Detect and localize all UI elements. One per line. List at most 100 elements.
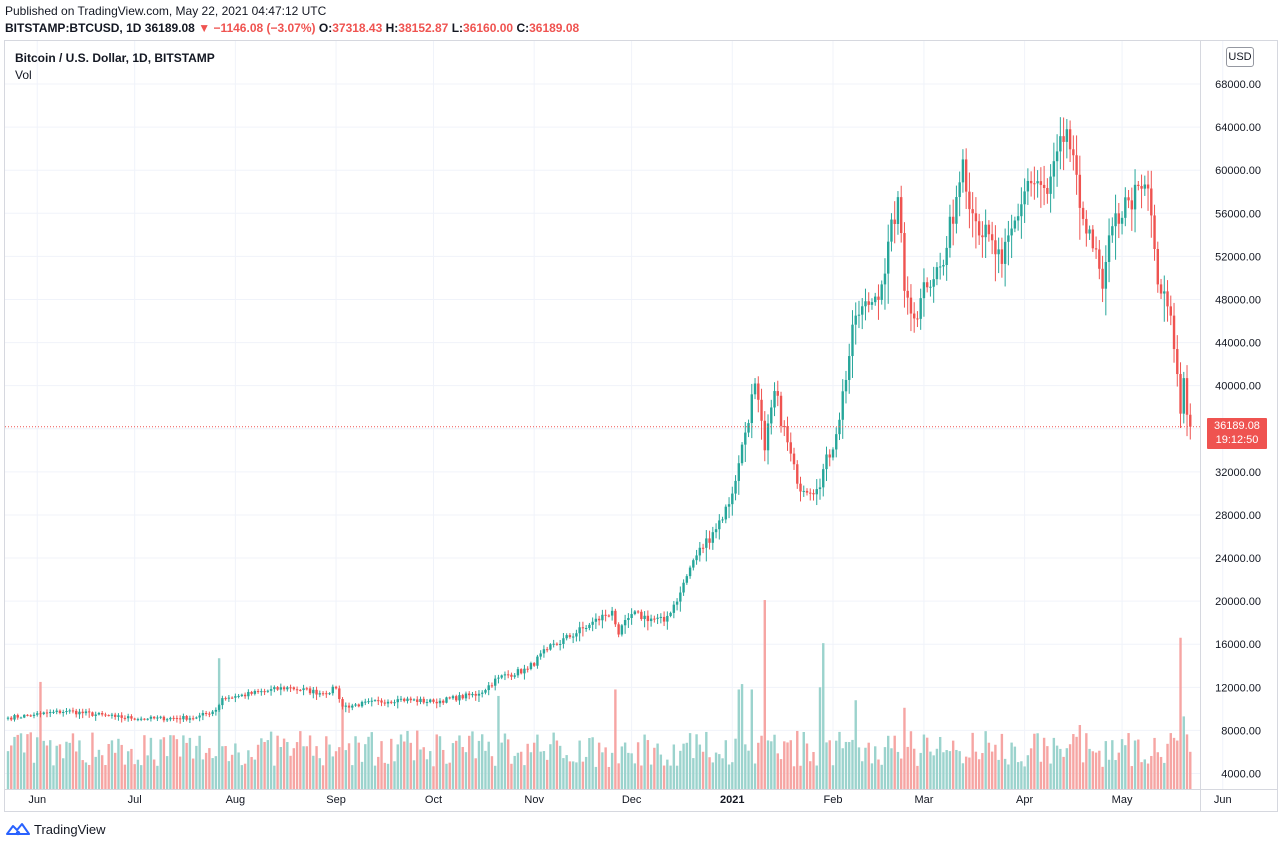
footer-brand-text: TradingView: [34, 821, 106, 837]
volume-bar: [1146, 763, 1150, 789]
volume-bar: [977, 759, 981, 789]
volume-bar: [1026, 755, 1030, 789]
volume-bar: [526, 743, 529, 789]
candle-body: [19, 717, 23, 719]
volume-bar: [783, 741, 786, 789]
volume-bar: [588, 738, 591, 789]
volume-bar: [490, 756, 494, 789]
y-tick-label: 64000.00: [1215, 122, 1261, 134]
volume-bar: [130, 748, 133, 789]
volume-bar: [604, 747, 607, 789]
y-tick-label: 16000.00: [1215, 639, 1261, 651]
volume-bar: [159, 739, 162, 789]
volume-bar: [929, 751, 932, 789]
volume-bar: [1150, 755, 1153, 789]
volume-bar: [126, 751, 130, 789]
candle-body: [308, 688, 312, 694]
candle-body: [354, 704, 357, 706]
candle-body: [523, 668, 526, 674]
volume-bar: [451, 743, 455, 789]
candle-body: [643, 615, 646, 620]
candle-body: [851, 324, 854, 357]
volume-bar: [1163, 762, 1166, 789]
volume-bar: [211, 758, 214, 789]
volume-bar: [152, 759, 156, 789]
candle-body: [276, 687, 279, 690]
volume-bar: [792, 766, 796, 789]
volume-bar: [139, 765, 143, 789]
volume-legend-label: Vol: [15, 68, 32, 82]
currency-button[interactable]: USD: [1226, 47, 1254, 67]
candle-body: [97, 713, 101, 715]
candle-body: [334, 686, 338, 689]
volume-bar: [1033, 733, 1036, 789]
candle-body: [1075, 155, 1078, 175]
candle-body: [13, 715, 16, 720]
candle-body: [588, 624, 591, 629]
chart-frame[interactable]: [4, 40, 1278, 812]
volume-bar: [367, 736, 370, 789]
candle-body: [532, 663, 536, 666]
candle-body: [1094, 248, 1098, 250]
volume-bar: [870, 763, 874, 789]
candle-body: [867, 301, 870, 305]
candle-body: [545, 649, 549, 651]
volume-bar: [84, 762, 88, 789]
candle-body: [1104, 261, 1108, 289]
volume-bar: [149, 737, 153, 789]
candle-body: [1059, 136, 1062, 152]
candle-body: [714, 529, 718, 533]
candle-body: [52, 711, 55, 713]
volume-bar: [529, 752, 533, 789]
candle-body: [916, 318, 919, 320]
high-label: H:: [385, 21, 399, 35]
volume-bar: [1052, 737, 1056, 789]
candle-body: [269, 689, 273, 691]
volume-bar: [13, 736, 16, 789]
candle-body: [393, 702, 396, 704]
volume-bar: [477, 740, 481, 789]
candle-body: [653, 618, 656, 620]
candle-body: [247, 691, 250, 697]
high-value: 38152.87: [398, 21, 449, 35]
candle-body: [1169, 306, 1172, 316]
candle-body: [630, 614, 633, 618]
candle-body: [58, 710, 62, 713]
candle-body: [435, 701, 438, 704]
volume-bar: [568, 761, 572, 789]
candle-body: [880, 284, 883, 300]
candle-body: [510, 674, 513, 677]
volume-bar: [1007, 764, 1010, 789]
volume-bar: [26, 734, 29, 789]
footer-brand[interactable]: TradingView: [6, 821, 106, 837]
volume-bar: [1039, 761, 1043, 789]
volume-bar: [214, 756, 218, 789]
candle-body: [373, 700, 377, 702]
symbol-name[interactable]: BITSTAMP:BTCUSD, 1D: [5, 21, 142, 35]
volume-bar: [990, 751, 994, 789]
candle-body: [497, 677, 500, 679]
candle-body: [1098, 249, 1101, 269]
volume-bar: [744, 744, 747, 789]
candle-body: [750, 394, 753, 424]
candle-body: [822, 469, 825, 488]
volume-bar: [1091, 751, 1095, 789]
candle-body: [1088, 229, 1091, 234]
volume-bar: [253, 759, 257, 789]
volume-bar: [1104, 741, 1108, 789]
candle-body: [682, 582, 685, 593]
candle-body: [929, 286, 932, 288]
candle-body: [731, 493, 734, 505]
candle-body: [799, 483, 802, 492]
candle-body: [253, 691, 257, 694]
volume-bar: [779, 759, 783, 789]
volume-bar: [10, 745, 13, 789]
volume-bar: [809, 761, 812, 789]
candle-body: [506, 674, 510, 676]
volume-bar: [263, 741, 266, 789]
candle-body: [425, 702, 429, 704]
volume-bar: [338, 747, 341, 789]
volume-bar: [1055, 745, 1059, 789]
x-tick-label: Jun: [1214, 794, 1232, 806]
